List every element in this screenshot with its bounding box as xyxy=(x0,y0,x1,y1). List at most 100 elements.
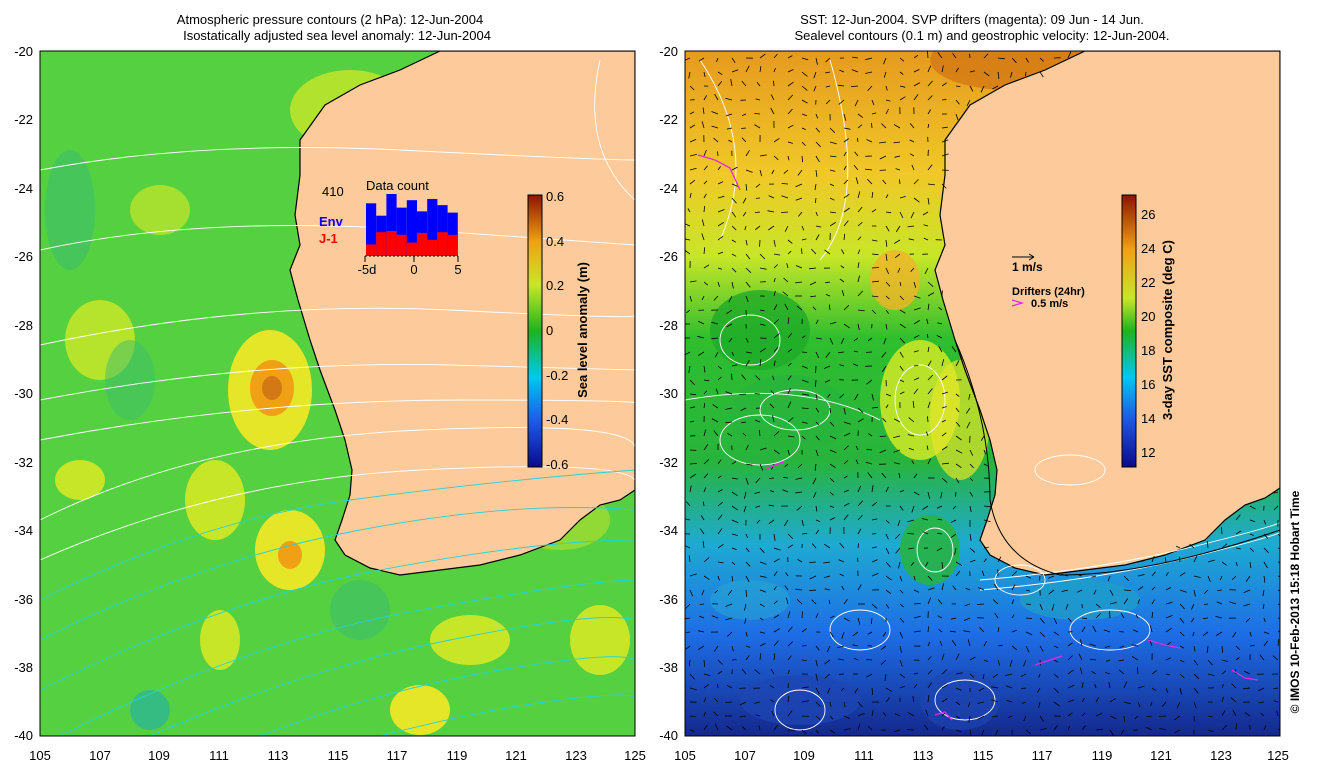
left-x-tick: 123 xyxy=(565,748,587,763)
velocity-arrow xyxy=(741,113,747,117)
sla-tick: -0.2 xyxy=(546,368,568,383)
velocity-arrow xyxy=(758,429,761,437)
velocity-arrow xyxy=(1107,575,1111,582)
velocity-arrow xyxy=(731,533,739,536)
velocity-arrow xyxy=(759,589,767,593)
velocity-arrow xyxy=(938,629,943,633)
velocity-arrow xyxy=(955,113,959,121)
velocity-arrow xyxy=(815,645,820,651)
velocity-arrow xyxy=(899,323,906,329)
velocity-arrow xyxy=(1221,670,1227,675)
velocity-arrow xyxy=(870,617,873,624)
velocity-arrow xyxy=(843,207,850,213)
velocity-arrow xyxy=(1021,687,1027,689)
velocity-arrow xyxy=(893,239,901,244)
inset-env-bar xyxy=(366,203,377,256)
velocity-arrow xyxy=(927,80,933,87)
velocity-arrow xyxy=(801,335,806,339)
velocity-arrow xyxy=(759,66,762,73)
velocity-arrow xyxy=(1221,696,1224,703)
sla-tick: 0.4 xyxy=(546,234,564,249)
velocity-arrow xyxy=(773,80,775,87)
velocity-arrow xyxy=(1067,712,1073,717)
velocity-arrow xyxy=(967,639,971,647)
velocity-arrow xyxy=(882,631,887,637)
velocity-arrow xyxy=(898,561,901,569)
velocity-arrow xyxy=(815,211,818,216)
velocity-arrow xyxy=(795,588,803,591)
velocity-arrow xyxy=(759,575,767,578)
velocity-arrow xyxy=(1081,626,1086,633)
velocity-arrow xyxy=(1179,589,1187,593)
velocity-arrow xyxy=(1179,603,1185,610)
velocity-arrow xyxy=(1025,645,1030,653)
velocity-arrow xyxy=(810,295,817,298)
velocity-arrow xyxy=(814,197,817,204)
velocity-arrow xyxy=(883,337,887,345)
velocity-arrow xyxy=(843,304,850,311)
velocity-arrow xyxy=(941,669,948,675)
velocity-arrow xyxy=(955,477,960,484)
velocity-arrow xyxy=(703,206,705,213)
velocity-arrow xyxy=(745,631,748,637)
velocity-arrow xyxy=(980,435,985,442)
inset-env-bar xyxy=(427,198,438,256)
velocity-arrow xyxy=(893,418,901,423)
velocity-arrow xyxy=(701,219,705,227)
velocity-arrow xyxy=(1137,586,1144,591)
velocity-arrow xyxy=(742,211,747,217)
velocity-arrow xyxy=(1095,697,1100,703)
velocity-arrow xyxy=(885,99,891,102)
velocity-arrow xyxy=(717,475,722,479)
velocity-arrow xyxy=(767,210,775,213)
velocity-arrow xyxy=(839,542,845,549)
velocity-arrow xyxy=(1159,727,1167,731)
velocity-arrow xyxy=(951,640,957,647)
velocity-arrow xyxy=(927,597,932,605)
velocity-arrow xyxy=(893,729,901,733)
velocity-arrow xyxy=(759,547,765,554)
velocity-arrow xyxy=(983,463,989,467)
velocity-arrow xyxy=(899,673,906,679)
velocity-arrow xyxy=(728,295,733,303)
velocity-legend-label: 1 m/s xyxy=(1012,260,1043,274)
velocity-arrow xyxy=(813,491,817,499)
velocity-arrow xyxy=(773,640,779,647)
velocity-arrow xyxy=(885,687,892,692)
velocity-arrow xyxy=(701,121,705,129)
velocity-arrow xyxy=(1192,631,1195,637)
velocity-arrow xyxy=(1077,589,1083,593)
velocity-arrow xyxy=(713,645,719,652)
velocity-arrow xyxy=(1119,645,1125,648)
velocity-arrow xyxy=(787,533,794,539)
velocity-arrow xyxy=(773,586,777,591)
velocity-arrow xyxy=(829,505,835,508)
right-x-tick: 121 xyxy=(1150,748,1172,763)
velocity-arrow xyxy=(965,407,971,414)
velocity-arrow xyxy=(885,211,892,214)
velocity-arrow xyxy=(773,277,776,283)
velocity-arrow xyxy=(773,628,780,633)
velocity-arrow xyxy=(1067,655,1073,661)
velocity-arrow xyxy=(815,519,821,522)
velocity-arrow xyxy=(977,715,985,720)
inset-legend-j1: J-1 xyxy=(319,231,338,246)
velocity-arrow xyxy=(857,124,863,129)
velocity-arrow xyxy=(899,309,906,314)
velocity-arrow xyxy=(711,337,719,340)
velocity-arrow xyxy=(871,518,878,521)
velocity-arrow xyxy=(857,528,862,535)
right-title-line2: Sealevel contours (0.1 m) and geostrophi… xyxy=(794,28,1169,43)
velocity-arrow xyxy=(1048,589,1055,595)
velocity-arrow xyxy=(1203,589,1209,594)
velocity-arrow xyxy=(785,572,789,577)
velocity-arrow xyxy=(980,85,985,93)
velocity-arrow xyxy=(815,613,819,619)
velocity-arrow xyxy=(913,491,920,496)
velocity-arrow xyxy=(787,348,793,353)
velocity-arrow xyxy=(922,505,929,511)
velocity-arrow xyxy=(1095,603,1101,609)
right-x-tick: 109 xyxy=(793,748,815,763)
velocity-arrow xyxy=(843,127,851,130)
velocity-arrow xyxy=(745,267,752,274)
